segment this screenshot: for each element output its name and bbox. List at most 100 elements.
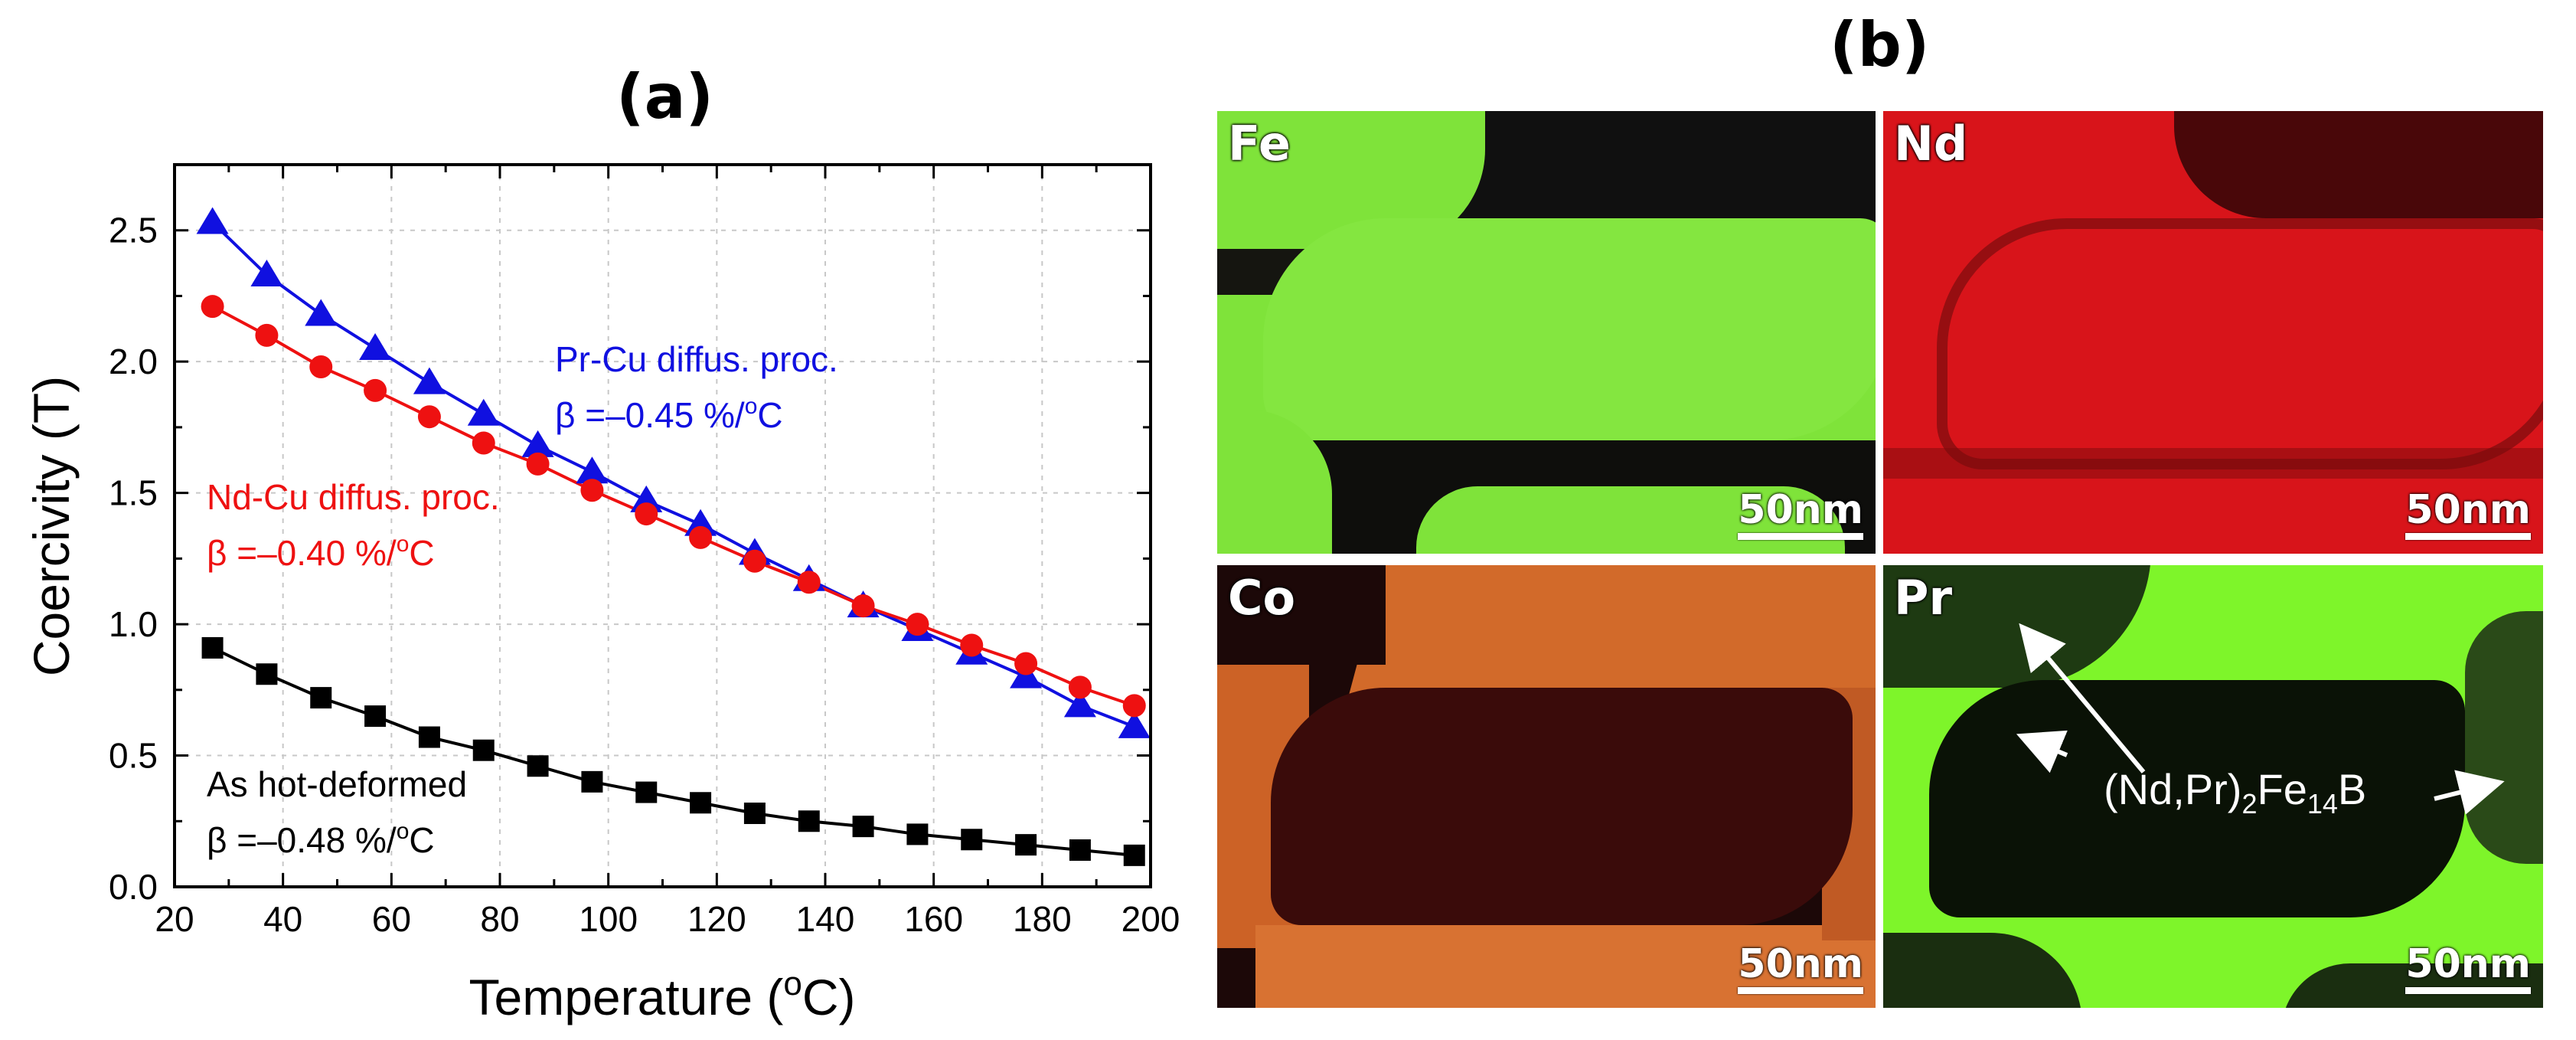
x-tick-label: 40 (263, 899, 302, 939)
data-point-square (798, 810, 820, 832)
axis-ticks (173, 163, 1152, 888)
x-tick-label: 100 (579, 899, 638, 939)
pr-arrow-2 (2016, 730, 2068, 773)
data-point-square (961, 829, 983, 851)
pr-annotation-arrows (2016, 623, 2505, 815)
legend-hd-name: As hot-deformed (207, 764, 467, 804)
data-point-circle (1014, 652, 1038, 675)
pr-dark-bottom-right (2281, 963, 2543, 1008)
data-point-square (1069, 839, 1091, 861)
y-tick-label: 1.0 (109, 604, 158, 644)
data-point-circle (1068, 675, 1092, 699)
x-tick-label: 140 (796, 899, 855, 939)
y-axis-label: Coercivity (T) (23, 376, 80, 676)
data-point-square (201, 636, 224, 659)
data-point-square (527, 755, 549, 777)
data-point-triangle (684, 509, 717, 536)
x-tick-label: 120 (687, 899, 746, 939)
data-point-circle (797, 571, 821, 594)
panel-b-label: (b) (1830, 9, 1930, 80)
pr-grain-main (1929, 680, 2465, 917)
y-tick-label: 1.5 (109, 473, 158, 513)
fe-map: Fe 50nm (1217, 111, 1876, 554)
legend-nd-name: Nd-Cu diffus. proc. (207, 477, 500, 517)
coercivity-chart: 20 40 60 80 100 120 140 160 180 200 0.0 0.5 1.0 1.5 2.… (23, 163, 1180, 1025)
x-tick-label: 160 (904, 899, 963, 939)
pr-dark-right (2465, 611, 2543, 864)
pr-arrow-3 (2434, 770, 2505, 815)
tick-labels: 20 40 60 80 100 120 140 160 180 200 0.0 0.5 1.0 1.5 2.… (109, 211, 1180, 939)
data-point-square (1015, 834, 1037, 856)
series-line-0 (211, 221, 1135, 728)
legend-pr-beta: β =–0.45 %/oC (555, 394, 783, 435)
data-point-circle (309, 355, 333, 379)
nd-lower-band (1883, 448, 2543, 479)
legend-nd-beta: β =–0.40 %/oC (207, 531, 435, 573)
pr-phase-annotation: (Nd,Pr)2Fe14B (2104, 765, 2367, 820)
fe-map-label: Fe (1228, 116, 1291, 172)
series-markers (196, 207, 1151, 866)
pr-map: Pr (Nd,Pr)2Fe14B 50nm (1883, 565, 2543, 1008)
nd-grain-boundary (1937, 218, 2543, 469)
panel-a-label: (a) (616, 61, 714, 132)
data-point-triangle (305, 299, 338, 326)
data-point-triangle (196, 207, 229, 234)
pr-arrow-1 (2019, 623, 2146, 773)
fe-grain-bottom-mid (1416, 486, 1845, 554)
data-point-triangle (630, 485, 663, 512)
y-tick-label: 2.5 (109, 211, 158, 250)
data-point-circle (364, 378, 387, 402)
data-point-triangle (467, 398, 500, 426)
data-point-circle (580, 479, 604, 502)
co-map-label: Co (1228, 570, 1296, 626)
data-point-triangle (1118, 711, 1151, 738)
co-grain-main (1271, 688, 1853, 925)
nd-map: Nd 50nm (1883, 111, 2543, 554)
data-point-circle (743, 549, 766, 573)
x-tick-label: 60 (372, 899, 411, 939)
data-point-circle (1122, 694, 1146, 718)
co-dark-topleft (1217, 565, 1386, 665)
data-point-triangle (250, 260, 283, 287)
data-point-circle (472, 431, 495, 455)
x-tick-label: 80 (480, 899, 519, 939)
pr-scalebar: 50nm (2405, 944, 2531, 994)
data-point-circle (689, 525, 713, 549)
x-axis-label: Temperature (oC) (469, 965, 856, 1025)
legend-hd-beta: β =–0.48 %/oC (207, 819, 435, 860)
data-point-square (418, 726, 440, 748)
data-point-square (743, 802, 766, 824)
legend-pr-name: Pr-Cu diffus. proc. (555, 339, 838, 379)
pr-map-label: Pr (1894, 570, 1953, 626)
data-point-square (690, 792, 712, 814)
data-point-circle (255, 323, 279, 347)
data-point-circle (960, 633, 984, 657)
data-point-square (635, 781, 658, 803)
data-point-circle (906, 613, 929, 636)
x-tick-label: 20 (155, 899, 194, 939)
y-tick-label: 0.0 (109, 867, 158, 907)
data-point-square (472, 739, 495, 761)
data-point-square (852, 816, 874, 838)
data-point-triangle (413, 367, 446, 394)
data-point-triangle (521, 430, 554, 457)
data-point-square (1123, 844, 1145, 866)
x-tick-label: 180 (1013, 899, 1072, 939)
data-point-triangle (1063, 690, 1096, 718)
data-point-square (364, 705, 387, 728)
data-point-square (310, 687, 332, 709)
nd-dark-region (2174, 111, 2543, 218)
nd-map-label: Nd (1894, 116, 1968, 172)
data-point-circle (851, 594, 875, 618)
co-bright-bottom (1255, 925, 1876, 1008)
data-point-circle (635, 502, 658, 526)
co-scalebar: 50nm (1738, 944, 1863, 994)
data-point-triangle (576, 456, 609, 484)
data-point-triangle (359, 333, 392, 361)
data-point-circle (417, 405, 441, 429)
data-point-circle (526, 452, 550, 476)
data-point-square (256, 663, 278, 685)
data-point-circle (201, 295, 224, 319)
fe-grain-main (1263, 218, 1876, 440)
data-point-square (906, 823, 929, 845)
